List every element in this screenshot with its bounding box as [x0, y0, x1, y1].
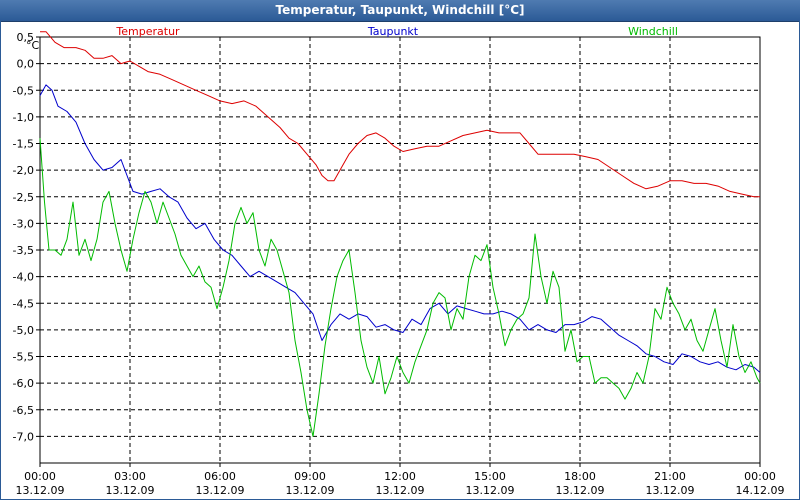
y-tick-label: -6,0 — [13, 377, 34, 390]
series-lines — [39, 31, 761, 437]
series-line-windchill — [39, 138, 761, 437]
y-tick-label: -2,5 — [13, 191, 34, 204]
y-tick-label: -4,0 — [13, 271, 34, 284]
x-tick-time-label: 00:00 — [24, 470, 56, 483]
x-tick-time-label: 03:00 — [114, 470, 146, 483]
y-tick-label: -1,0 — [13, 111, 34, 124]
y-tick-label: -7,0 — [13, 430, 34, 443]
legend-label-taupunkt: Taupunkt — [367, 25, 419, 38]
chart-title: Temperatur, Taupunkt, Windchill [°C] — [275, 3, 525, 17]
x-tick-time-label: 21:00 — [654, 470, 686, 483]
y-axis-unit-label: °C — [26, 39, 40, 52]
series-line-taupunkt — [39, 84, 761, 373]
y-axis: °C 0,5 0,0 -0,5 -1,0 -1,5 -2,0 -2,5 -3,0 -3,5 -4,… — [13, 31, 40, 443]
x-tick-date-label: 13.12.09 — [106, 484, 155, 497]
y-tick-label: 0,0 — [17, 58, 35, 71]
y-tick-label: -6,5 — [13, 404, 34, 417]
legend-label-temperatur: Temperatur — [115, 25, 180, 38]
x-tick-time-label: 18:00 — [564, 470, 596, 483]
title-bar: Temperatur, Taupunkt, Windchill [°C] — [0, 0, 800, 22]
x-axis: 00:0013.12.0903:0013.12.0906:0013.12.090… — [16, 463, 785, 497]
legend-label-windchill: Windchill — [628, 25, 678, 38]
x-tick-time-label: 15:00 — [474, 470, 506, 483]
x-tick-date-label: 13.12.09 — [466, 484, 515, 497]
y-tick-label: -5,5 — [13, 351, 34, 364]
x-tick-date-label: 13.12.09 — [286, 484, 335, 497]
y-tick-label: -4,5 — [13, 297, 34, 310]
x-tick-time-label: 06:00 — [204, 470, 236, 483]
series-line-temperatur — [40, 31, 760, 198]
y-tick-label: -2,0 — [13, 164, 34, 177]
x-tick-time-label: 12:00 — [384, 470, 416, 483]
y-tick-label: -1,5 — [13, 138, 34, 151]
x-tick-date-label: 13.12.09 — [16, 484, 65, 497]
y-tick-label: -5,0 — [13, 324, 34, 337]
y-tick-label: -3,5 — [13, 244, 34, 257]
x-tick-date-label: 13.12.09 — [646, 484, 695, 497]
y-tick-label: -3,0 — [13, 217, 34, 230]
x-tick-date-label: 13.12.09 — [556, 484, 605, 497]
grid-lines — [40, 36, 760, 463]
x-tick-date-label: 13.12.09 — [196, 484, 245, 497]
legend: Temperatur Taupunkt Windchill — [115, 25, 678, 38]
x-tick-date-label: 14.12.09 — [736, 484, 785, 497]
x-tick-date-label: 13.12.09 — [376, 484, 425, 497]
x-tick-time-label: 09:00 — [294, 470, 326, 483]
y-tick-label: 0,5 — [17, 31, 35, 44]
y-tick-label: -0,5 — [13, 84, 34, 97]
x-tick-time-label: 00:00 — [744, 470, 776, 483]
